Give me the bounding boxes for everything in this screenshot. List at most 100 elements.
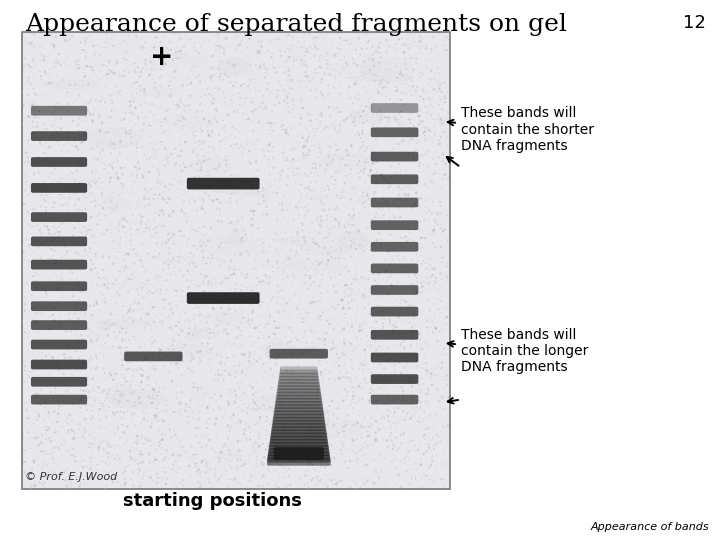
Point (406, 474, 418, 482)
Point (246, 231, 258, 240)
Point (48, 428, 60, 437)
Point (114, 353, 126, 362)
Point (327, 397, 338, 406)
Point (432, 328, 444, 336)
Point (94, 125, 105, 134)
Point (355, 250, 366, 259)
Point (272, 380, 284, 388)
Point (281, 366, 292, 375)
Point (421, 316, 433, 325)
Point (251, 357, 263, 366)
Point (139, 185, 150, 193)
Point (109, 145, 121, 153)
Point (325, 253, 337, 262)
Point (238, 313, 250, 322)
Point (217, 328, 229, 337)
Point (189, 367, 201, 376)
Point (154, 52, 166, 60)
Point (24, 62, 35, 71)
FancyBboxPatch shape (31, 301, 87, 311)
Point (112, 416, 124, 425)
Point (427, 265, 438, 273)
FancyBboxPatch shape (31, 260, 87, 269)
Point (113, 475, 125, 483)
Point (383, 60, 395, 69)
Point (120, 56, 132, 65)
Point (173, 456, 184, 464)
Point (62, 411, 73, 420)
Point (428, 106, 439, 114)
Point (138, 128, 149, 137)
Point (299, 202, 310, 211)
Point (129, 298, 140, 307)
Point (296, 338, 307, 347)
Point (334, 127, 346, 136)
Point (348, 59, 359, 68)
Point (42, 259, 54, 267)
Point (27, 123, 38, 132)
Point (86, 407, 98, 415)
Point (34, 237, 45, 246)
Point (288, 52, 300, 61)
Point (186, 395, 198, 403)
Point (255, 354, 266, 363)
Point (35, 56, 47, 65)
Point (54, 361, 66, 370)
Point (154, 206, 166, 215)
Point (354, 326, 366, 335)
Point (332, 29, 343, 38)
Point (226, 131, 238, 140)
Point (420, 447, 432, 455)
Point (158, 221, 169, 230)
Point (37, 440, 48, 448)
Point (74, 395, 86, 404)
Point (218, 244, 230, 252)
Point (323, 158, 335, 167)
Point (351, 225, 362, 234)
Point (154, 289, 166, 298)
Point (379, 471, 390, 480)
Point (274, 461, 286, 470)
Point (51, 284, 63, 292)
Point (193, 478, 204, 487)
Point (152, 174, 163, 183)
Point (108, 31, 120, 40)
Point (293, 83, 305, 91)
Point (240, 237, 251, 245)
Point (69, 178, 81, 186)
Point (387, 457, 398, 466)
Point (194, 347, 206, 356)
Point (441, 141, 453, 150)
Point (315, 423, 327, 432)
Point (153, 54, 165, 63)
Point (96, 244, 108, 252)
Point (94, 288, 106, 297)
Point (374, 106, 385, 115)
Point (103, 66, 114, 75)
Point (400, 165, 412, 174)
Point (347, 335, 359, 343)
Point (39, 90, 50, 98)
Point (192, 406, 204, 414)
Point (416, 49, 428, 57)
Point (32, 413, 44, 421)
Point (86, 311, 98, 320)
Point (181, 276, 193, 285)
Point (397, 103, 409, 111)
Point (433, 209, 445, 218)
Point (169, 161, 181, 170)
Point (419, 234, 431, 242)
Point (181, 468, 192, 477)
Point (194, 320, 206, 329)
Point (174, 178, 185, 187)
Point (108, 408, 120, 417)
Point (189, 196, 201, 205)
Point (261, 416, 272, 425)
Point (289, 97, 300, 106)
Point (30, 284, 41, 292)
Point (131, 171, 143, 179)
Point (150, 445, 161, 454)
Point (176, 134, 187, 143)
Point (314, 446, 325, 455)
Point (356, 244, 367, 253)
